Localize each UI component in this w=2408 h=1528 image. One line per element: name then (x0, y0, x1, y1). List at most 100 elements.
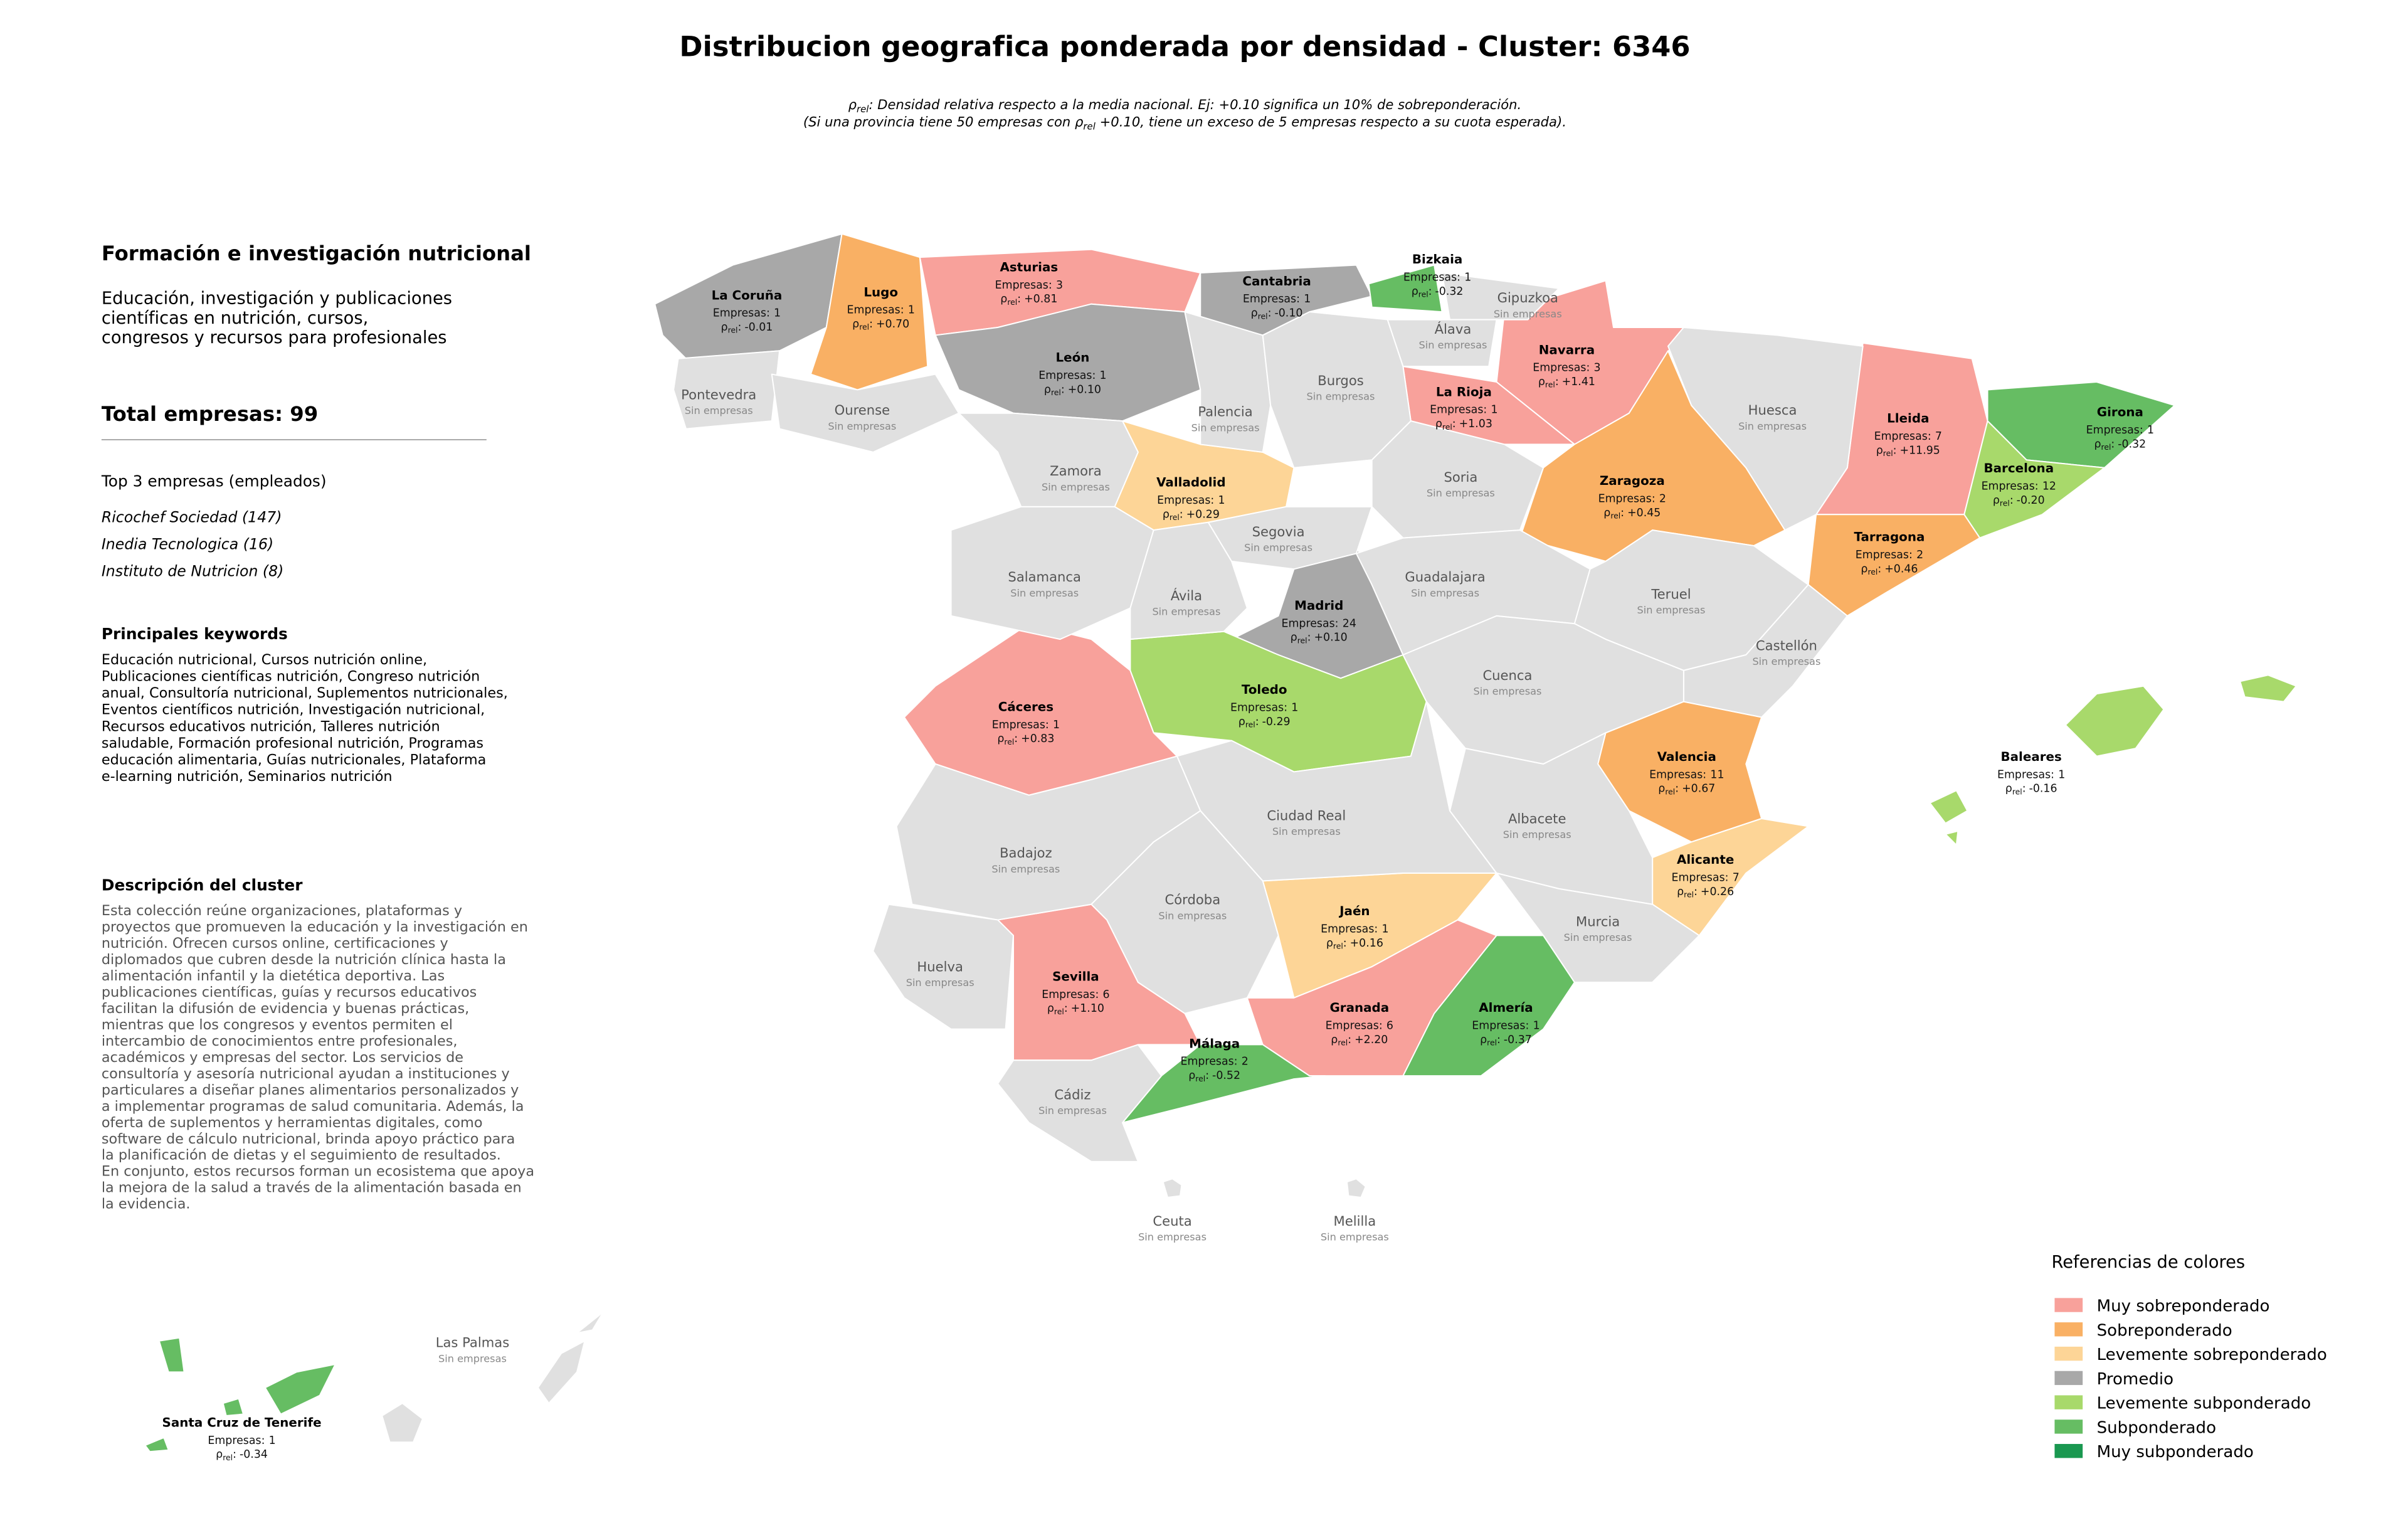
count-label: Empresas: (1598, 492, 1656, 505)
rho-value: -0.16 (2029, 783, 2057, 795)
rho-symbol: ρ (1163, 508, 1170, 521)
province-name: Salamanca (1008, 569, 1081, 585)
count-label: Empresas: (1042, 989, 1099, 1001)
province-rho: ρrel: -0.20 (1993, 494, 2045, 508)
count-value: 3 (1056, 279, 1063, 292)
description: académicos y empresas del sector. Los se… (102, 1049, 463, 1066)
rho-value: +0.83 (1021, 733, 1054, 745)
province-name: Álava (1435, 321, 1472, 337)
province-name: Baleares (2000, 750, 2061, 764)
count-label: Empresas: (1874, 430, 1931, 443)
rho-value: -0.10 (1274, 307, 1302, 320)
description: la evidencia. (102, 1196, 191, 1212)
province-count: Empresas: 6 (1042, 989, 1109, 1001)
top-company: Inedia Tecnologica (16) (102, 536, 273, 553)
count-label: Empresas: (2086, 424, 2143, 437)
province-name: Guadalajara (1405, 569, 1485, 585)
no-data: Sin empresas (1503, 829, 1571, 841)
description: nutrición. Ofrecen cursos online, certif… (102, 935, 448, 952)
count-label: Empresas: (1038, 369, 1096, 382)
province-count: Empresas: 1 (1472, 1020, 1539, 1032)
province-name: Cantabria (1242, 274, 1311, 289)
count-value: 11 (1710, 768, 1724, 781)
keywords: Publicaciones científicas nutrición, Con… (102, 669, 480, 685)
rho-colon: : (1877, 563, 1881, 575)
description: la mejora de la salud a través de la ali… (102, 1180, 522, 1196)
no-data: Sin empresas (1752, 655, 1820, 667)
rho-colon: : (1205, 1069, 1209, 1082)
province-rho: ρrel: +1.03 (1435, 418, 1492, 432)
count-value: 6 (1103, 989, 1110, 1001)
description: intercambio de conocimientos entre profe… (102, 1033, 458, 1049)
description: alimentación infantil y la dietética dep… (102, 968, 445, 984)
province-count: Empresas: 2 (1856, 549, 1923, 561)
rho-colon: : (1061, 383, 1065, 396)
province-rho: ρrel: +0.29 (1163, 508, 1220, 522)
count-value: 1 (1533, 1020, 1540, 1032)
sector-description: Educación, investigación y publicaciones (102, 289, 452, 309)
count-value: 1 (1218, 494, 1225, 507)
count-label: Empresas: (847, 304, 904, 317)
side-panel: Formación e investigación nutricional Edu… (101, 241, 534, 1212)
province (1090, 810, 1279, 1014)
rho-value: +0.10 (1068, 383, 1101, 396)
rho-sub: rel (223, 1453, 233, 1462)
rho-value: -0.34 (240, 1448, 268, 1461)
province-name: Santa Cruz de Tenerife (162, 1415, 322, 1430)
rho-sub: rel (1665, 787, 1675, 796)
province-rho: ρrel: +0.16 (1326, 937, 1383, 951)
province (1162, 1178, 1183, 1199)
rho-symbol: ρ (1861, 563, 1867, 575)
no-data: Sin empresas (1138, 1231, 1207, 1243)
province-name: Ourense (835, 402, 890, 418)
count-value: 1 (269, 1435, 276, 1447)
province-rho: ρrel: +0.46 (1861, 563, 1918, 576)
province-rho: ρrel: +0.26 (1677, 886, 1734, 899)
province-name: Tarragona (1854, 530, 1925, 544)
legend-swatch (2054, 1322, 2083, 1337)
count-label: Empresas: (1856, 549, 1913, 561)
count-value: 1 (1304, 293, 1311, 305)
no-data: Sin empresas (1411, 587, 1479, 599)
province-name: Melilla (1334, 1213, 1376, 1229)
count-value: 1 (1100, 369, 1107, 382)
province-name: Badajoz (1000, 845, 1052, 861)
count-value: 7 (1935, 430, 1942, 443)
rho-sub: rel (1195, 1074, 1205, 1083)
description: software de cálculo nutricional, brinda … (102, 1131, 515, 1147)
count-value: 24 (1343, 617, 1356, 630)
subtitle-text: +0.10, tiene un exceso de 5 empresas res… (1096, 114, 1566, 129)
rho-colon: : (1064, 1002, 1068, 1015)
count-label: Empresas: (1472, 1020, 1529, 1032)
rho-value: +0.29 (1186, 508, 1220, 521)
province-count: Empresas: 1 (1230, 701, 1298, 714)
rho-colon: : (738, 321, 742, 334)
subtitle: ρrel: Densidad relativa respecto a la me… (848, 97, 1522, 115)
count-label: Empresas: (995, 279, 1052, 292)
description: la planificación de dietas y el seguimie… (102, 1147, 501, 1164)
count-label: Empresas: (1430, 404, 1487, 416)
rho-symbol: ρ (1326, 937, 1333, 950)
rho-symbol: ρ (1480, 1034, 1487, 1046)
province-name: Segovia (1252, 524, 1305, 539)
legend-swatch (2054, 1395, 2083, 1409)
rho-colon: : (233, 1448, 236, 1461)
count-label: Empresas: (992, 719, 1049, 731)
province-rho: ρrel: +0.10 (1291, 632, 1348, 645)
count-value: 2 (1242, 1056, 1249, 1068)
rho-colon: : (1694, 886, 1698, 898)
province-name: Pontevedra (681, 386, 756, 402)
rho-sub: rel (1442, 422, 1452, 432)
province-name: Navarra (1539, 342, 1595, 357)
no-data: Sin empresas (1427, 487, 1495, 499)
rho-symbol: ρ (1658, 783, 1665, 795)
rho-colon: : (1555, 376, 1559, 388)
count-value: 1 (1053, 719, 1060, 731)
province-name: Toledo (1242, 682, 1287, 697)
count-label: Empresas: (1281, 617, 1338, 630)
keywords: anual, Consultoría nutricional, Suplemen… (102, 685, 508, 701)
description: diplomados que cubren desde la nutrición… (102, 952, 506, 968)
legend-swatch (2054, 1298, 2083, 1312)
